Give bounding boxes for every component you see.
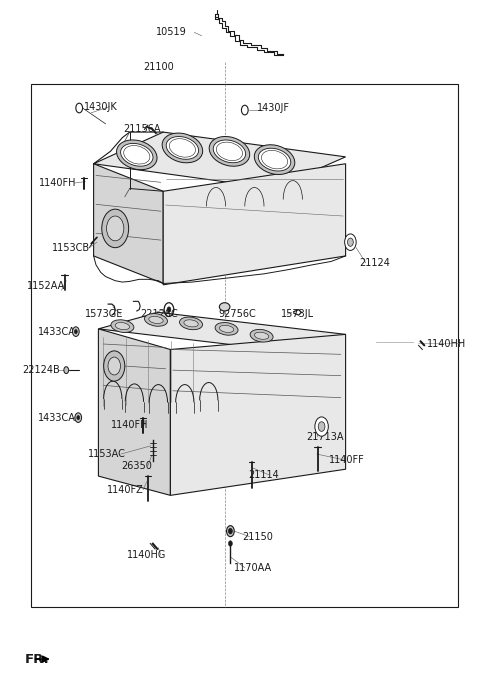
Text: 92756C: 92756C <box>218 310 256 319</box>
Polygon shape <box>98 329 170 495</box>
Bar <box>31 84 458 607</box>
Circle shape <box>315 417 328 436</box>
Ellipse shape <box>180 317 203 330</box>
Text: 1433CA: 1433CA <box>38 413 75 422</box>
Ellipse shape <box>149 316 163 323</box>
Text: 21124: 21124 <box>359 258 390 268</box>
Ellipse shape <box>117 140 157 170</box>
Ellipse shape <box>213 140 246 163</box>
Circle shape <box>241 105 248 115</box>
Ellipse shape <box>120 143 153 166</box>
Circle shape <box>318 422 325 431</box>
Ellipse shape <box>250 330 273 342</box>
Circle shape <box>76 103 83 113</box>
Ellipse shape <box>219 325 234 332</box>
Text: 1153CB: 1153CB <box>52 243 90 252</box>
Ellipse shape <box>115 323 130 330</box>
Ellipse shape <box>215 323 238 335</box>
Circle shape <box>107 216 124 241</box>
Circle shape <box>75 413 82 422</box>
Text: 26350: 26350 <box>121 461 152 471</box>
Text: 1430JF: 1430JF <box>257 103 290 113</box>
Text: 1573JL: 1573JL <box>281 310 314 319</box>
Polygon shape <box>163 164 346 285</box>
Circle shape <box>345 234 356 250</box>
Ellipse shape <box>144 314 168 326</box>
Polygon shape <box>94 132 346 189</box>
Text: 1430JK: 1430JK <box>84 102 118 111</box>
Circle shape <box>64 367 69 374</box>
Polygon shape <box>98 312 346 350</box>
Text: 21713A: 21713A <box>307 432 344 442</box>
Circle shape <box>228 541 232 546</box>
Text: 21150: 21150 <box>242 532 273 541</box>
Ellipse shape <box>166 136 199 160</box>
Text: 21156A: 21156A <box>123 125 160 134</box>
Text: 1140FZ: 1140FZ <box>108 485 144 495</box>
Circle shape <box>72 327 79 336</box>
Text: FR.: FR. <box>25 653 50 665</box>
Text: 1140FH: 1140FH <box>39 178 76 188</box>
Circle shape <box>102 209 129 248</box>
Ellipse shape <box>184 320 198 327</box>
Circle shape <box>227 526 234 537</box>
Ellipse shape <box>219 303 230 311</box>
Circle shape <box>167 307 171 312</box>
Text: 10519: 10519 <box>156 28 187 37</box>
Text: 1433CA: 1433CA <box>38 327 75 336</box>
Text: 1153AC: 1153AC <box>88 449 125 459</box>
Ellipse shape <box>258 148 291 171</box>
Ellipse shape <box>254 332 269 339</box>
Text: 1152AA: 1152AA <box>26 281 65 291</box>
Text: 21114: 21114 <box>249 470 279 480</box>
Circle shape <box>77 416 80 420</box>
Text: 1140HG: 1140HG <box>127 550 167 560</box>
Ellipse shape <box>111 320 134 332</box>
Circle shape <box>228 528 232 534</box>
Text: 1140FF: 1140FF <box>329 455 364 464</box>
Ellipse shape <box>209 136 250 166</box>
Ellipse shape <box>254 144 295 175</box>
Text: 1170AA: 1170AA <box>234 563 273 572</box>
Polygon shape <box>170 334 346 495</box>
Text: 22124B: 22124B <box>22 365 60 375</box>
Text: 1573GE: 1573GE <box>85 310 124 319</box>
Circle shape <box>74 330 77 334</box>
Text: 21100: 21100 <box>143 63 174 72</box>
Circle shape <box>104 351 125 381</box>
Circle shape <box>348 238 353 246</box>
Polygon shape <box>94 164 163 283</box>
Text: 1140HH: 1140HH <box>427 339 466 349</box>
Circle shape <box>108 357 120 375</box>
Text: 22126C: 22126C <box>141 310 178 319</box>
Text: 1140FH: 1140FH <box>111 420 148 430</box>
Ellipse shape <box>162 133 203 163</box>
